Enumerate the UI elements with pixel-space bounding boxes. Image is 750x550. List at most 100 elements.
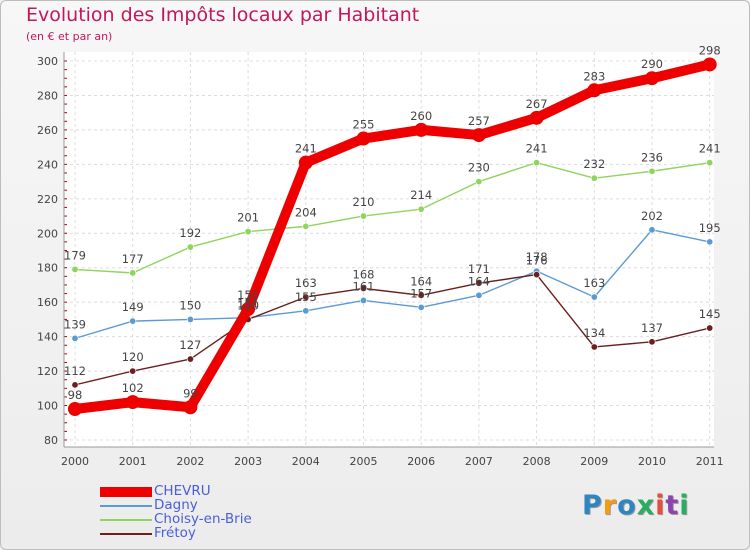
data-point [129,269,137,277]
data-point [302,222,310,230]
y-tick-label: 300 [37,55,58,68]
plot-area [64,52,714,447]
data-label: 157 [410,286,432,300]
data-point [590,293,598,301]
data-label: 178 [526,250,548,264]
data-point [648,338,656,346]
data-point [302,307,310,315]
data-point [359,212,367,220]
data-label: 98 [68,388,83,402]
data-point [414,122,429,137]
data-label: 201 [237,211,259,225]
data-point [475,291,483,299]
legend-label: Choisy-en-Brie [154,511,252,527]
series-line-choisy-en-brie [74,161,711,274]
data-label: 139 [64,317,86,331]
series-line-dagny [74,229,711,340]
data-point [129,367,137,375]
data-label: 230 [468,161,490,175]
data-label: 176 [526,254,548,268]
data-label: 232 [583,157,605,171]
legend-item: Choisy-en-Brie [100,511,320,527]
data-point [125,395,140,410]
data-point [129,317,137,325]
data-label: 236 [641,150,663,164]
data-point [648,226,656,234]
legend-label: Dagny [154,497,198,513]
data-label: 283 [583,69,605,83]
data-label: 241 [699,142,721,156]
legend: CHEVRU Dagny Choisy-en-Brie Frétoy [100,483,320,541]
series-line-chevru [70,59,715,414]
data-point [183,400,198,415]
y-tick-label: 160 [37,296,58,309]
legend-swatch [100,519,152,521]
data-label: 290 [641,57,663,71]
y-tick-label: 200 [37,227,58,240]
data-label: 195 [699,221,721,235]
data-label: 161 [353,279,375,293]
data-point [529,110,544,125]
data-label: 168 [353,267,375,281]
data-point [302,293,310,301]
data-label: 202 [641,209,663,223]
data-point [471,128,486,143]
legend-swatch [100,487,152,497]
y-tick-label: 120 [37,365,58,378]
data-point [706,159,714,167]
y-tick-label: 80 [44,434,58,447]
data-label: 134 [583,326,605,340]
x-tick-label: 2003 [234,455,262,468]
data-point [533,271,541,279]
legend-label: Frétoy [154,525,196,541]
data-point [706,324,714,332]
data-label: 241 [526,142,548,156]
x-tick-label: 2006 [407,455,435,468]
data-point [590,174,598,182]
data-point [648,167,656,175]
data-label: 102 [122,381,144,395]
y-tick-label: 220 [37,193,58,206]
data-point [241,302,256,317]
data-point [475,279,483,287]
data-label: 137 [641,321,663,335]
data-label: 241 [295,142,317,156]
data-label: 255 [353,118,375,132]
data-point [702,57,717,72]
y-tick-label: 240 [37,158,58,171]
data-label: 156 [237,288,259,302]
data-point [186,315,194,323]
data-point [298,155,313,170]
data-point [587,83,602,98]
x-tick-label: 2000 [61,455,89,468]
x-tick-label: 2007 [465,455,493,468]
data-label: 99 [183,386,198,400]
data-label: 163 [583,276,605,290]
legend-swatch [100,505,152,507]
data-label: 151 [237,297,259,311]
data-point [71,334,79,342]
data-point [590,343,598,351]
x-tick-label: 2009 [580,455,608,468]
data-point [71,265,79,273]
data-point [475,178,483,186]
x-tick-label: 2010 [638,455,666,468]
data-point [645,71,659,86]
data-label: 164 [410,274,432,288]
data-label: 150 [237,298,259,312]
data-label: 192 [179,226,201,240]
data-point [417,303,425,311]
data-point [186,243,194,251]
data-point [359,284,367,292]
data-point [71,381,79,389]
proxiti-logo: Proxiti [582,490,690,521]
data-label: 120 [122,350,144,364]
data-label: 179 [64,248,86,262]
data-point [706,238,714,246]
y-tick-label: 140 [37,331,58,344]
x-tick-label: 2011 [696,455,724,468]
data-label: 210 [353,195,375,209]
data-point [417,291,425,299]
legend-label: CHEVRU [154,483,211,499]
